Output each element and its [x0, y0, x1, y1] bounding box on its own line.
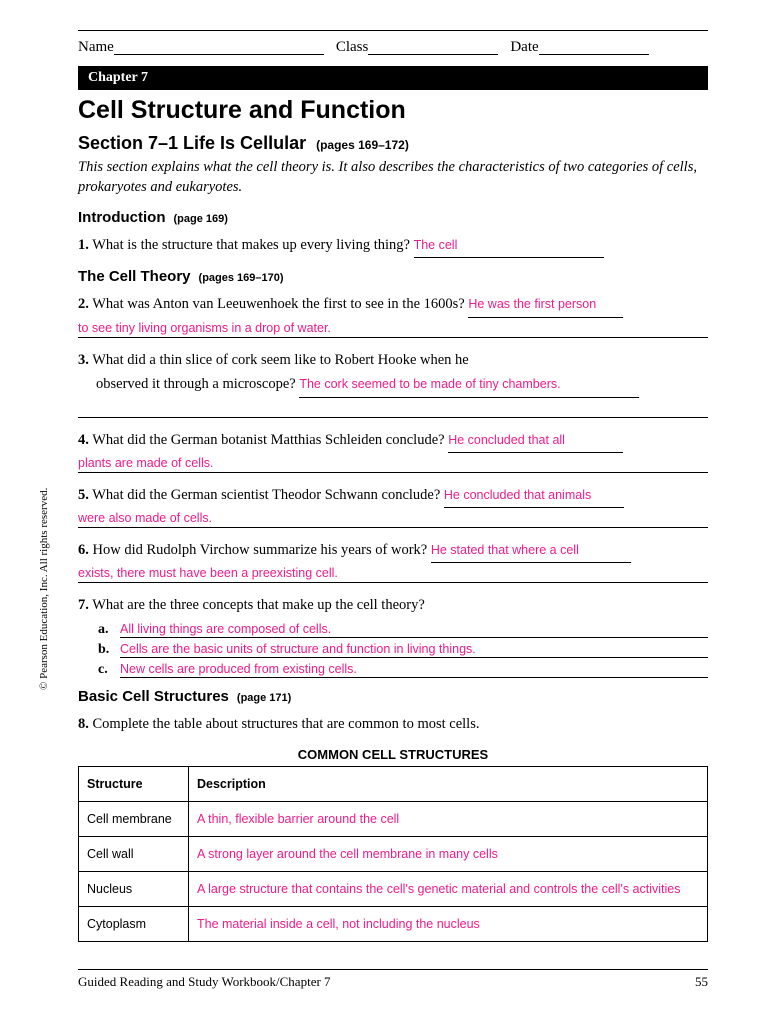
q7-text: What are the three concepts that make up… [92, 597, 425, 613]
q5-ans1: He concluded that animals [444, 485, 624, 508]
q2-text: What was Anton van Leeuwenhoek the first… [92, 296, 464, 312]
table-row: Cell wallA strong layer around the cell … [79, 836, 708, 871]
date-field[interactable] [539, 39, 649, 55]
q1-text: What is the structure that makes up ever… [92, 237, 410, 253]
q2-ans1: He was the first person [468, 294, 623, 317]
row1-desc: A strong layer around the cell membrane … [189, 836, 708, 871]
section-heading: Section 7–1 Life Is Cellular (pages 169–… [78, 133, 708, 154]
row2-struct: Nucleus [79, 871, 189, 906]
table-row: NucleusA large structure that contains t… [79, 871, 708, 906]
theory-subhead: The Cell Theory [78, 268, 191, 285]
theory-heading: The Cell Theory (pages 169–170) [78, 268, 708, 286]
row0-struct: Cell membrane [79, 801, 189, 836]
question-1: 1. What is the structure that makes up e… [78, 233, 708, 258]
section-title: Section 7–1 Life Is Cellular [78, 133, 306, 153]
q1-num: 1. [78, 237, 89, 253]
page-title: Cell Structure and Function [78, 96, 708, 125]
name-field[interactable] [114, 39, 324, 55]
table-header-row: Structure Description [79, 766, 708, 801]
q8-text: Complete the table about structures that… [93, 716, 480, 732]
chapter-bar: Chapter 7 [78, 66, 708, 90]
top-rule [78, 30, 708, 31]
section-intro: This section explains what the cell theo… [78, 158, 708, 197]
q5-text: What did the German scientist Theodor Sc… [92, 487, 440, 503]
q3-line1: What did a thin slice of cork seem like … [92, 352, 469, 368]
table-row: Cell membraneA thin, flexible barrier ar… [79, 801, 708, 836]
table-title: COMMON CELL STRUCTURES [78, 747, 708, 762]
row3-struct: Cytoplasm [79, 906, 189, 941]
question-5: 5. What did the German scientist Theodor… [78, 483, 708, 528]
q7-b-label: b. [98, 642, 116, 658]
question-3: 3. What did a thin slice of cork seem li… [78, 348, 708, 418]
footer-left: Guided Reading and Study Workbook/Chapte… [78, 974, 331, 990]
q7-num: 7. [78, 597, 89, 613]
q5-num: 5. [78, 487, 89, 503]
intro-subhead: Introduction [78, 209, 165, 226]
row3-desc: The material inside a cell, not includin… [189, 906, 708, 941]
footer: Guided Reading and Study Workbook/Chapte… [78, 969, 708, 990]
q6-text: How did Rudolph Virchow summarize his ye… [93, 542, 428, 558]
q3-line2: observed it through a microscope? [96, 376, 296, 392]
q7-b: Cells are the basic units of structure a… [120, 642, 708, 658]
q7-c-label: c. [98, 662, 116, 678]
header-fields: Name Class Date [78, 39, 708, 56]
theory-ref: (pages 169–170) [199, 272, 284, 284]
q7-a-label: a. [98, 622, 116, 638]
q1-answer: The cell [414, 235, 604, 258]
q6-ans2: exists, there must have been a preexisti… [78, 566, 338, 580]
class-label: Class [336, 39, 369, 56]
q2-ans2: to see tiny living organisms in a drop o… [78, 321, 331, 335]
col-description: Description [189, 766, 708, 801]
class-field[interactable] [368, 39, 498, 55]
section-pages: (pages 169–172) [316, 138, 409, 152]
q4-num: 4. [78, 432, 89, 448]
name-label: Name [78, 39, 114, 56]
q4-ans1: He concluded that all [448, 430, 623, 453]
intro-heading: Introduction (page 169) [78, 209, 708, 227]
q7-c: New cells are produced from existing cel… [120, 662, 708, 678]
row0-desc: A thin, flexible barrier around the cell [189, 801, 708, 836]
q4-ans2: plants are made of cells. [78, 456, 214, 470]
q7-a: All living things are composed of cells. [120, 622, 708, 638]
q3-blank [78, 398, 708, 418]
q6-num: 6. [78, 542, 89, 558]
basic-ref: (page 171) [237, 692, 291, 704]
cell-structures-table: Structure Description Cell membraneA thi… [78, 766, 708, 942]
q4-text: What did the German botanist Matthias Sc… [92, 432, 444, 448]
copyright: © Pearson Education, Inc. All rights res… [38, 488, 50, 690]
q6-ans1: He stated that where a cell [431, 540, 631, 563]
q3-num: 3. [78, 352, 89, 368]
question-2: 2. What was Anton van Leeuwenhoek the fi… [78, 292, 708, 337]
row1-struct: Cell wall [79, 836, 189, 871]
q3-ans: The cork seemed to be made of tiny chamb… [299, 374, 639, 397]
date-label: Date [510, 39, 538, 56]
basic-heading: Basic Cell Structures (page 171) [78, 688, 708, 706]
question-6: 6. How did Rudolph Virchow summarize his… [78, 538, 708, 583]
q5-ans2: were also made of cells. [78, 511, 212, 525]
question-7: 7. What are the three concepts that make… [78, 593, 708, 678]
q8-num: 8. [78, 716, 89, 732]
question-8: 8. Complete the table about structures t… [78, 712, 708, 737]
page-number: 55 [695, 974, 708, 990]
question-4: 4. What did the German botanist Matthias… [78, 428, 708, 473]
col-structure: Structure [79, 766, 189, 801]
table-row: CytoplasmThe material inside a cell, not… [79, 906, 708, 941]
intro-ref: (page 169) [173, 213, 227, 225]
q2-num: 2. [78, 296, 89, 312]
row2-desc: A large structure that contains the cell… [189, 871, 708, 906]
basic-subhead: Basic Cell Structures [78, 688, 229, 705]
